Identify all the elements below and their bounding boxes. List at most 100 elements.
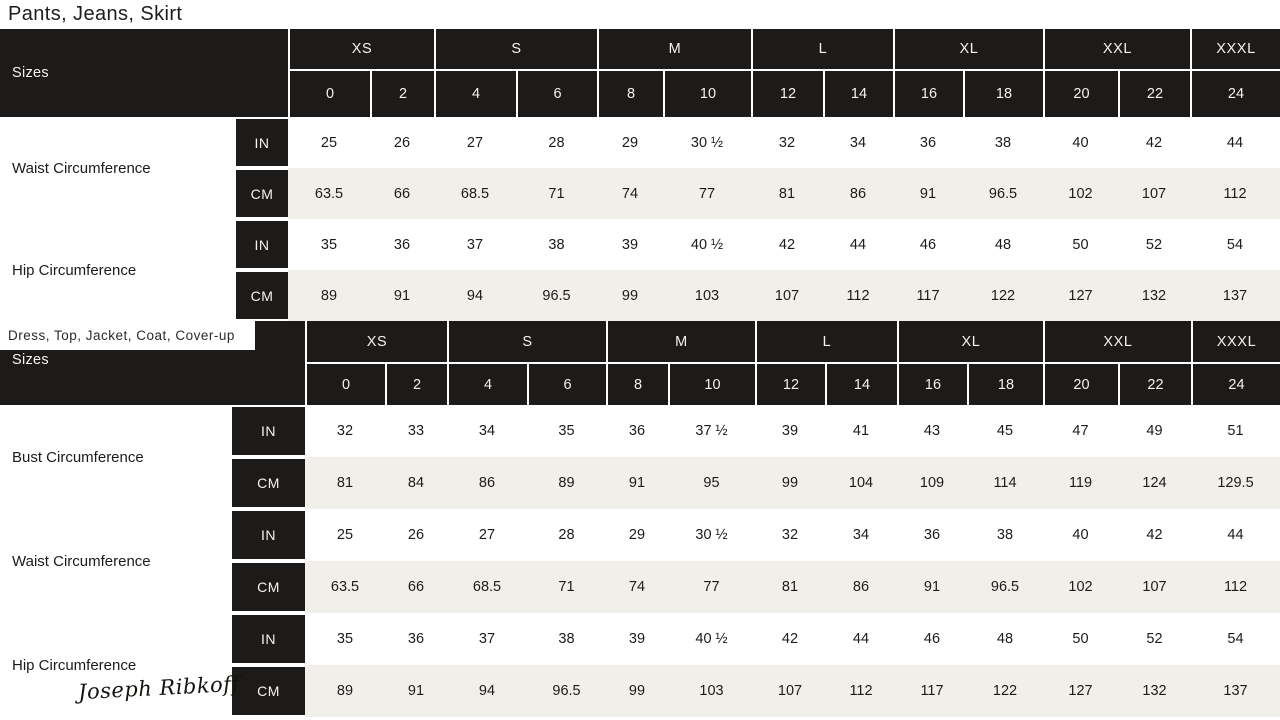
measurement-label: Hip Circumference [0,219,236,321]
unit-badge: IN [236,117,288,168]
size-value-cell: 91 [370,270,434,321]
size-number-header: 2 [370,69,434,117]
size-table-pants-jeans-skirt: Pants, Jeans, Skirt Sizes XS S M L XL XXL XXXL 0 2… [0,0,1280,321]
size-group-header: S [434,29,597,69]
size-group-header: XXXL [1191,321,1280,362]
size-value-cell: 27 [447,509,527,561]
size-group-header: XL [893,29,1043,69]
size-value-cell: 104 [825,457,897,509]
measurement-label: Waist Circumference [0,509,232,613]
unit-badge: CM [236,168,288,219]
size-value-cell: 119 [1043,457,1118,509]
size-value-cell: 122 [967,665,1043,717]
size-value-cell: 102 [1043,168,1118,219]
size-group-header: XXXL [1190,29,1280,69]
size-number-header: 16 [893,69,963,117]
size-value-cell: 91 [897,561,967,613]
size-value-cell: 29 [597,117,663,168]
size-value-cell: 42 [1118,117,1190,168]
size-value-cell: 44 [1190,117,1280,168]
size-value-cell: 29 [606,509,668,561]
size-header: Sizes XS S M L XL XXL XXXL 0 2 4 6 8 10 12 14 16 18 20 22 24 [0,29,1280,117]
size-number-header: 14 [823,69,893,117]
size-value-cell: 68.5 [434,168,516,219]
size-value-cell: 32 [755,509,825,561]
size-value-cell: 45 [967,405,1043,457]
size-value-cell: 42 [1118,509,1191,561]
size-value-cell: 35 [305,613,385,665]
unit-badge: IN [232,509,305,561]
size-group-header: XL [897,321,1043,362]
size-value-cell: 42 [751,219,823,270]
unit-badge: IN [232,405,305,457]
size-value-cell: 71 [527,561,606,613]
size-value-cell: 30 ½ [663,117,751,168]
size-value-cell: 137 [1191,665,1280,717]
size-value-cell: 39 [755,405,825,457]
size-number-header: 12 [751,69,823,117]
size-number-header: 22 [1118,69,1190,117]
size-value-cell: 107 [751,270,823,321]
size-group-header: XXL [1043,321,1191,362]
size-value-cell: 40 ½ [668,613,755,665]
size-value-cell: 95 [668,457,755,509]
size-value-cell: 25 [288,117,370,168]
size-value-cell: 89 [305,665,385,717]
unit-badge: CM [232,561,305,613]
size-number-header: 16 [897,362,967,405]
size-group-header: M [597,29,751,69]
size-value-cell: 94 [447,665,527,717]
size-number-header: 22 [1118,362,1191,405]
size-value-cell: 54 [1190,219,1280,270]
size-value-cell: 32 [305,405,385,457]
size-value-cell: 25 [305,509,385,561]
size-value-cell: 35 [288,219,370,270]
measurement-label: Bust Circumference [0,405,232,509]
size-value-cell: 43 [897,405,967,457]
size-value-cell: 122 [963,270,1043,321]
size-number-header: 0 [288,69,370,117]
size-number-header: 12 [755,362,825,405]
size-number-header: 10 [668,362,755,405]
size-value-cell: 81 [755,561,825,613]
size-number-header: 18 [967,362,1043,405]
size-value-cell: 74 [597,168,663,219]
size-group-header: S [447,321,606,362]
unit-badge: CM [232,457,305,509]
size-value-cell: 132 [1118,665,1191,717]
sizes-label: Sizes [12,352,49,368]
size-value-cell: 132 [1118,270,1190,321]
size-number-header: 18 [963,69,1043,117]
size-value-cell: 77 [668,561,755,613]
size-value-cell: 109 [897,457,967,509]
size-value-cell: 28 [527,509,606,561]
size-number-header: 20 [1043,362,1118,405]
size-value-cell: 48 [967,613,1043,665]
size-value-cell: 84 [385,457,447,509]
table-title: Pants, Jeans, Skirt [8,3,183,25]
size-number-header: 20 [1043,69,1118,117]
size-value-cell: 46 [893,219,963,270]
size-value-cell: 127 [1043,665,1118,717]
size-value-cell: 44 [825,613,897,665]
size-value-cell: 99 [606,665,668,717]
size-value-cell: 66 [370,168,434,219]
size-number-header: 10 [663,69,751,117]
size-value-cell: 36 [385,613,447,665]
size-value-cell: 52 [1118,613,1191,665]
size-group-header: XS [305,321,447,362]
size-value-cell: 127 [1043,270,1118,321]
unit-badge: IN [232,613,305,665]
size-value-cell: 91 [606,457,668,509]
size-value-cell: 40 [1043,509,1118,561]
size-value-cell: 91 [385,665,447,717]
size-number-header: 24 [1190,69,1280,117]
size-number-header: 8 [597,69,663,117]
size-value-cell: 86 [447,457,527,509]
size-number-header: 6 [527,362,606,405]
size-value-cell: 81 [305,457,385,509]
size-value-cell: 30 ½ [668,509,755,561]
size-value-cell: 50 [1043,219,1118,270]
size-value-cell: 36 [370,219,434,270]
measurement-row-group: Hip Circumference IN 35 36 37 38 39 40 ½ 42 44 46 4… [0,219,1280,321]
